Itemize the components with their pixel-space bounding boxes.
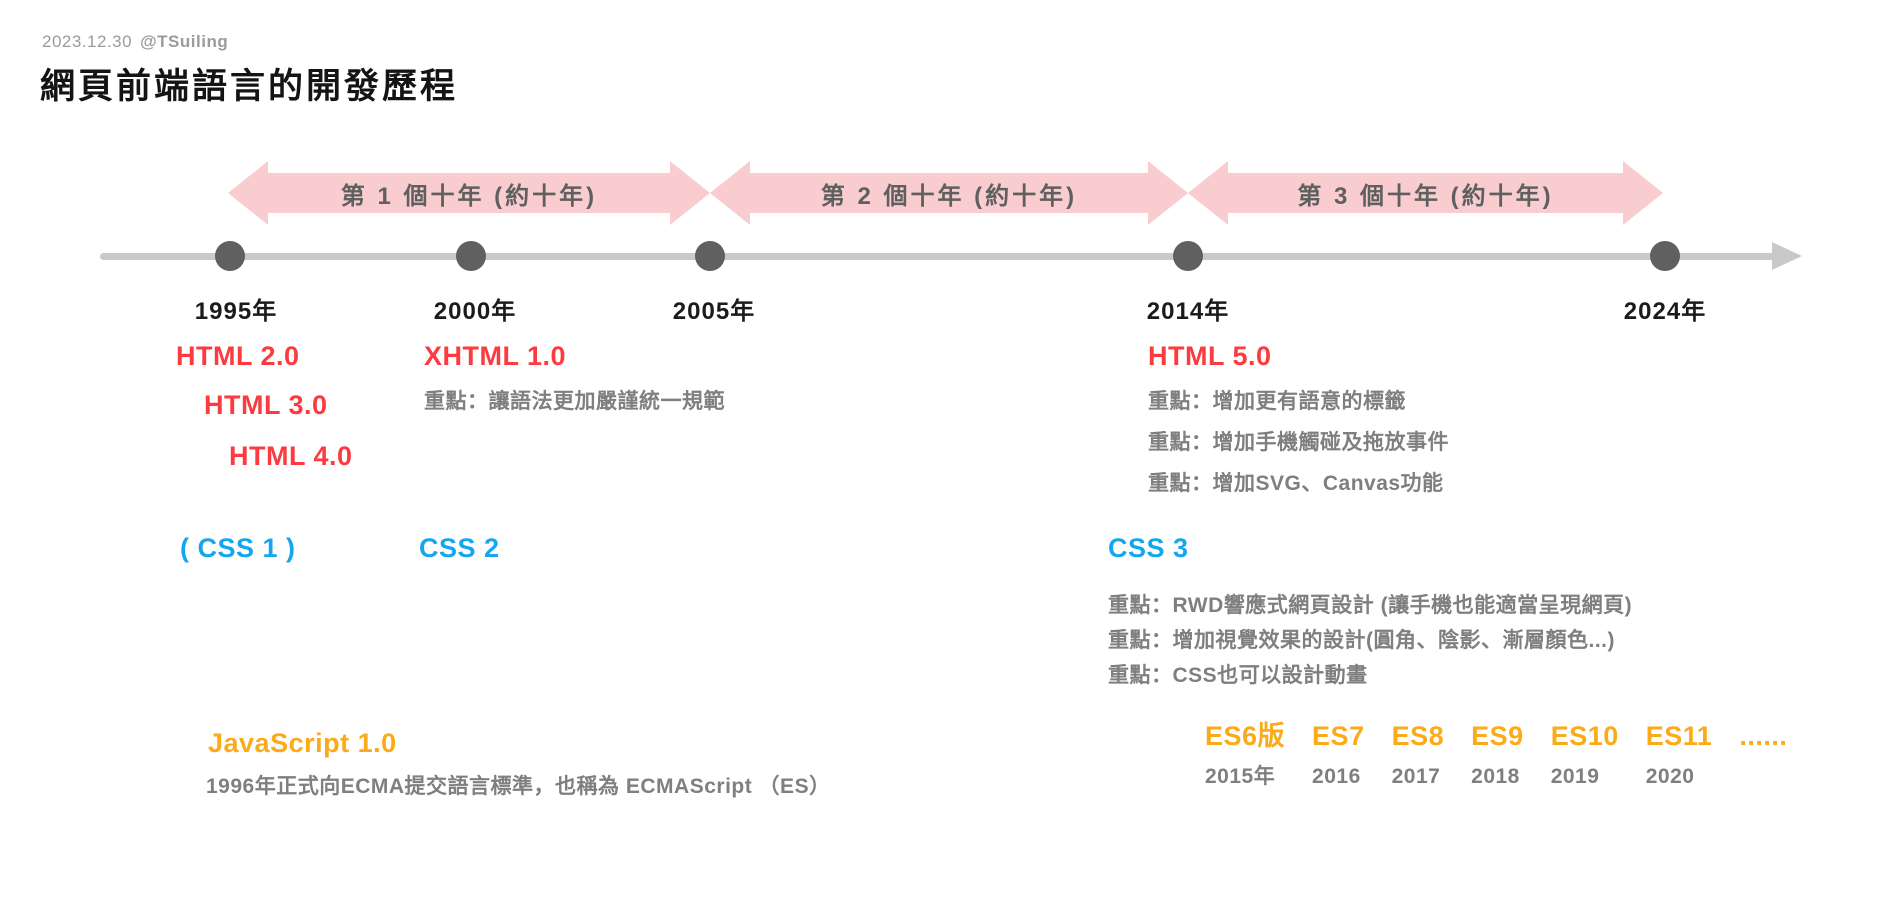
timeline-axis [100,253,1778,260]
year-label-2005: 2005年 [672,298,756,325]
es-column-es10: ES10 2019 [1550,721,1619,788]
es6-year: 2015年 [1205,764,1276,788]
decade-arrow-1-body: 第 1 個十年 (約十年) [268,173,670,213]
arrowhead-left-icon [1188,161,1228,225]
css1-label: ( CSS 1 ) [180,533,296,563]
decade-arrow-2: 第 2 個十年 (約十年) [710,161,1188,225]
es8-year: 2017 [1391,764,1441,788]
es-column-es11: ES11 2020 [1645,721,1713,788]
css3-label: CSS 3 [1108,533,1189,563]
decade-arrow-2-label: 第 2 個十年 (約十年) [820,182,1078,210]
html2-label: HTML 2.0 [176,341,300,371]
es-versions-row: ES6版 2015年 ES7 2016 ES8 2017 ES9 2018 ES… [1205,721,1788,788]
es10-label: ES10 [1550,721,1619,751]
es-more-label: ...... [1739,721,1788,751]
html3-label: HTML 3.0 [204,390,328,420]
es-column-es7: ES7 2016 [1312,721,1365,788]
css3-note-2: 重點：增加視覺效果的設計(圓角、陰影、漸層顏色...) [1108,629,1615,652]
year-label-2024: 2024年 [1623,298,1707,325]
es-column-es8: ES8 2017 [1391,721,1445,788]
css2-label: CSS 2 [419,533,500,563]
html5-note-1: 重點：增加更有語意的標籤 [1148,390,1406,413]
arrowhead-right-icon [1148,161,1188,225]
css3-note-3: 重點：CSS也可以設計動畫 [1108,664,1368,687]
year-label-2014: 2014年 [1146,298,1230,325]
arrowhead-right-icon [1623,161,1663,225]
es9-year: 2018 [1471,764,1520,788]
es9-label: ES9 [1471,721,1524,751]
javascript1-label: JavaScript 1.0 [208,728,397,758]
timeline-dot-2005 [695,241,725,271]
es10-year: 2019 [1550,764,1600,788]
page-title: 網頁前端語言的開發歷程 [40,67,459,106]
es8-label: ES8 [1391,721,1445,751]
xhtml-note: 重點：讓語法更加嚴謹統一規範 [424,390,725,413]
year-label-2000: 2000年 [433,298,517,325]
es6-label: ES6版 [1205,721,1286,751]
html5-note-2: 重點：增加手機觸碰及拖放事件 [1148,431,1449,454]
arrowhead-left-icon [228,161,268,225]
arrowhead-left-icon [710,161,750,225]
decade-arrow-2-body: 第 2 個十年 (約十年) [750,173,1148,213]
es-column-more: ...... [1739,721,1788,765]
year-label-1995: 1995年 [194,298,278,325]
meta-line: 2023.12.30 @TSuiling [42,32,228,52]
decade-arrow-3-label: 第 3 個十年 (約十年) [1297,182,1554,210]
decade-arrow-1: 第 1 個十年 (約十年) [228,161,710,225]
es7-label: ES7 [1312,721,1365,751]
arrowhead-right-icon [670,161,710,225]
timeline-dot-2000 [456,241,486,271]
html5-note-3: 重點：增加SVG、Canvas功能 [1148,472,1444,495]
meta-author: @TSuiling [140,32,229,51]
xhtml-label: XHTML 1.0 [424,341,567,371]
meta-date: 2023.12.30 [42,32,133,51]
timeline-dot-2014 [1173,241,1203,271]
es-column-es6: ES6版 2015年 [1205,721,1286,788]
javascript1-note: 1996年正式向ECMA提交語言標準，也稱為 ECMAScript （ES） [206,775,831,798]
timeline-dot-1995 [215,241,245,271]
html4-label: HTML 4.0 [229,441,353,471]
es-column-es9: ES9 2018 [1471,721,1524,788]
timeline-dot-2024 [1650,241,1680,271]
css3-note-1: 重點：RWD響應式網頁設計 (讓手機也能適當呈現網頁) [1108,594,1633,617]
es11-label: ES11 [1645,721,1713,751]
es11-year: 2020 [1645,764,1695,788]
decade-arrow-3: 第 3 個十年 (約十年) [1188,161,1663,225]
es7-year: 2016 [1312,764,1361,788]
decade-arrow-3-body: 第 3 個十年 (約十年) [1228,173,1623,213]
html5-label: HTML 5.0 [1148,341,1272,371]
decade-arrow-1-label: 第 1 個十年 (約十年) [340,182,598,210]
timeline-arrowhead-icon [1772,242,1802,270]
